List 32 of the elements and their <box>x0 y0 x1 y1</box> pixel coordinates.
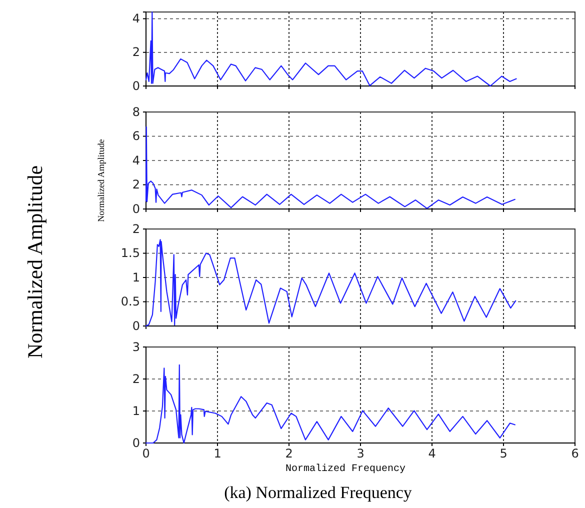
x-tick-label: 1 <box>214 446 222 461</box>
y-tick-label: 2 <box>132 222 140 236</box>
line-series <box>145 126 516 209</box>
text: Normalized Amplitude <box>23 165 47 359</box>
x-tick-label: 2 <box>285 446 293 461</box>
y-tick-label: 2 <box>132 45 140 60</box>
y-tick-label: 4 <box>132 153 140 168</box>
y-tick-label: 0 <box>132 202 140 216</box>
y-tick-label: 1 <box>132 404 140 418</box>
x-tick-label: 6 <box>571 446 579 461</box>
y-tick-label: 0 <box>132 436 140 450</box>
text: (ka) Normalized Frequency <box>224 483 412 502</box>
y-tick-label: 3 <box>132 340 140 354</box>
line-series <box>145 239 516 327</box>
x-tick-label: 4 <box>428 446 436 461</box>
y-tick-label: 0 <box>132 318 140 333</box>
y-tick-label: 8 <box>132 104 140 119</box>
x-tick-label: 0 <box>142 446 150 461</box>
y-axis-title: Normalized Amplitude <box>96 139 106 222</box>
line-series <box>145 364 516 444</box>
x-axis-title: Normalized Frequency <box>285 463 406 475</box>
x-tick-label: 5 <box>500 446 508 461</box>
y-tick-label: 1 <box>132 270 140 284</box>
y-tick-label: 2 <box>132 372 140 386</box>
y-tick-label: 0 <box>132 78 140 93</box>
y-tick-label: 6 <box>132 129 140 144</box>
y-tick-label: 1.5 <box>120 246 140 260</box>
y-tick-label: 2 <box>132 178 140 192</box>
y-tick-label: 4 <box>132 12 140 26</box>
y-tick-label: 0.5 <box>120 294 140 309</box>
line-series <box>145 11 517 87</box>
x-tick-label: 3 <box>356 446 364 461</box>
